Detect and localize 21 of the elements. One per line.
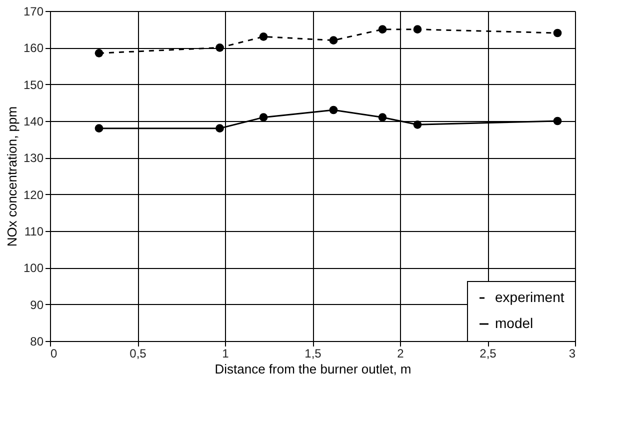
x-tick-label: 1,5 [304,346,322,360]
x-tick-label: 2 [397,346,404,360]
x-tick-label: 3 [568,346,576,360]
x-axis-title: Distance from the burner outlet, m [214,362,412,376]
x-tick-label: 2,5 [480,346,497,360]
y-tick-label: 100 [23,261,44,276]
x-tick-label: 0,5 [130,346,147,360]
y-tick-label: 140 [23,114,44,128]
y-tick-label: 160 [23,41,44,56]
y-tick-label: 120 [23,188,44,202]
x-tick-label: 1 [222,346,230,360]
y-tick-label: 90 [30,298,44,312]
y-tick-label: 80 [30,334,44,348]
y-tick-label: 110 [24,224,44,238]
y-tick-label: 130 [23,151,44,166]
y-tick-label: 150 [23,78,44,92]
x-tick-label: 0 [50,346,58,360]
legend-label: experiment [495,289,564,305]
y-axis-title: NOx concentration, ppm [4,106,20,247]
legend-label: model [495,315,534,331]
y-tick-label: 170 [23,4,44,18]
